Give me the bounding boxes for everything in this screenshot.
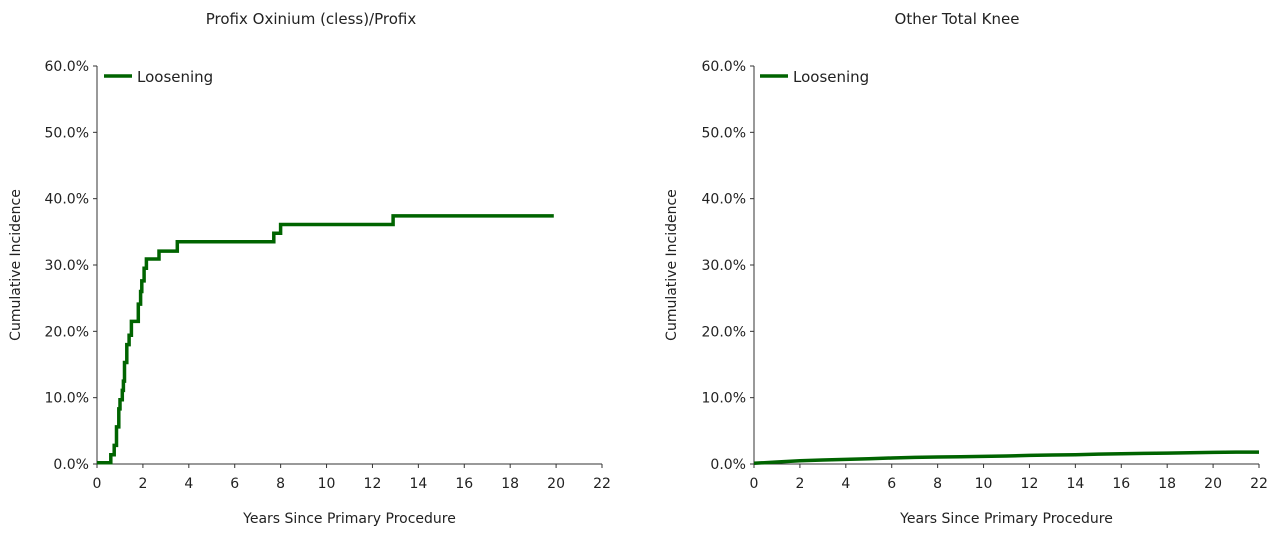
x-tick-label: 14 [1066, 476, 1084, 492]
chart-title: Other Total Knee [895, 10, 1020, 28]
x-tick-label: 8 [276, 476, 285, 492]
x-axis-title: Years Since Primary Procedure [242, 511, 456, 527]
y-tick-label: 0.0% [53, 457, 89, 473]
x-tick-label: 12 [364, 476, 382, 492]
x-tick-label: 16 [455, 476, 473, 492]
x-tick-label: 6 [230, 476, 239, 492]
y-tick-label: 60.0% [45, 59, 89, 75]
y-tick-label: 10.0% [45, 391, 89, 407]
x-tick-label: 10 [318, 476, 336, 492]
x-tick-label: 22 [1250, 476, 1268, 492]
x-tick-label: 4 [184, 476, 193, 492]
x-tick-label: 10 [975, 476, 993, 492]
y-tick-label: 10.0% [702, 391, 746, 407]
x-tick-label: 0 [750, 476, 759, 492]
x-tick-label: 18 [501, 476, 519, 492]
x-tick-label: 8 [933, 476, 942, 492]
y-tick-label: 50.0% [702, 125, 746, 141]
series-line-loosening [97, 214, 554, 465]
x-tick-label: 6 [887, 476, 896, 492]
legend-label: Loosening [793, 68, 869, 86]
y-tick-label: 30.0% [702, 258, 746, 274]
chart-panel-left: Profix Oxinium (cless)/Profix0.0%10.0%20… [8, 10, 611, 527]
y-tick-label: 20.0% [702, 324, 746, 340]
chart-panel-right: Other Total Knee 0.0% 10.0% 20.0% 30.0% 40.0%… [664, 10, 1268, 527]
x-tick-label: 16 [1112, 476, 1130, 492]
x-tick-label: 14 [409, 476, 427, 492]
x-tick-label: 12 [1021, 476, 1039, 492]
series-line-loosening [753, 450, 1259, 466]
y-tick-label: 50.0% [45, 125, 89, 141]
x-tick-label: 0 [93, 476, 102, 492]
x-tick-label: 20 [547, 476, 565, 492]
y-tick-label: 40.0% [45, 192, 89, 208]
y-axis-title: Cumulative Incidence [8, 189, 24, 341]
y-tick-label: 60.0% [702, 59, 746, 75]
x-axis-title: Years Since Primary Procedure [899, 511, 1113, 527]
x-tick-label: 22 [593, 476, 611, 492]
x-tick-label: 18 [1158, 476, 1176, 492]
y-tick-label: 20.0% [45, 324, 89, 340]
chart-title: Profix Oxinium (cless)/Profix [206, 10, 417, 28]
y-tick-label: 40.0% [702, 192, 746, 208]
x-tick-label: 2 [795, 476, 804, 492]
y-tick-label: 0.0% [710, 457, 746, 473]
x-tick-label: 2 [138, 476, 147, 492]
y-tick-label: 30.0% [45, 258, 89, 274]
legend-label: Loosening [137, 68, 213, 86]
y-axis-title: Cumulative Incidence [664, 189, 680, 341]
x-tick-label: 20 [1204, 476, 1222, 492]
x-tick-label: 4 [841, 476, 850, 492]
